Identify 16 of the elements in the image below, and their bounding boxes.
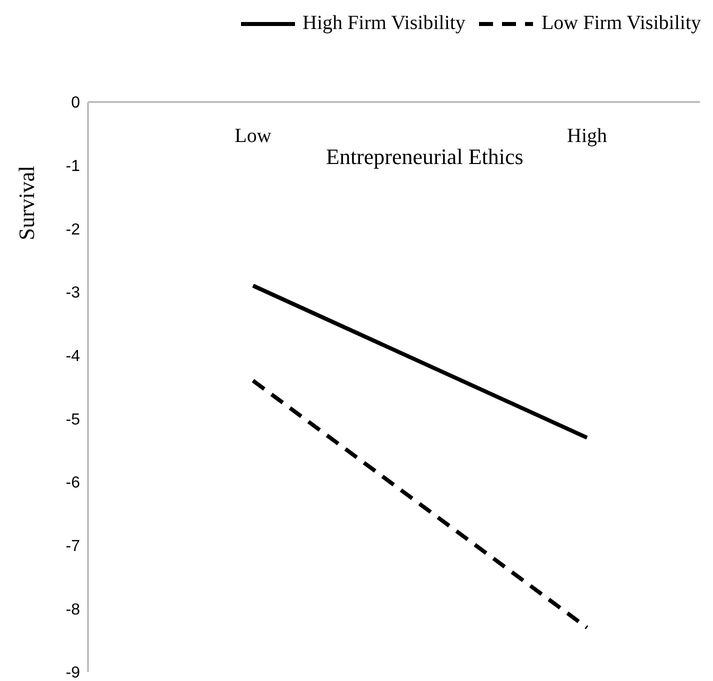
x-tick-label: High: [567, 125, 607, 147]
y-tick-label: -8: [66, 601, 80, 618]
y-tick-label: -1: [66, 158, 80, 176]
y-tick-label: -5: [66, 411, 80, 428]
y-tick-label: -4: [66, 348, 80, 366]
y-tick-label: -3: [66, 284, 80, 302]
y-tick-label: -6: [66, 474, 80, 492]
y-tick-label: -7: [66, 538, 80, 556]
y-axis-title: Survival: [14, 166, 39, 240]
x-tick-label: Low: [234, 125, 272, 147]
legend-label: Low Firm Visibility: [541, 12, 701, 35]
y-tick-label: -2: [66, 221, 80, 238]
legend-label: High Firm Visibility: [302, 12, 466, 35]
y-tick-label: -9: [66, 664, 80, 681]
y-tick-label: 0: [71, 94, 80, 112]
x-axis-title: Entrepreneurial Ethics: [326, 144, 524, 170]
